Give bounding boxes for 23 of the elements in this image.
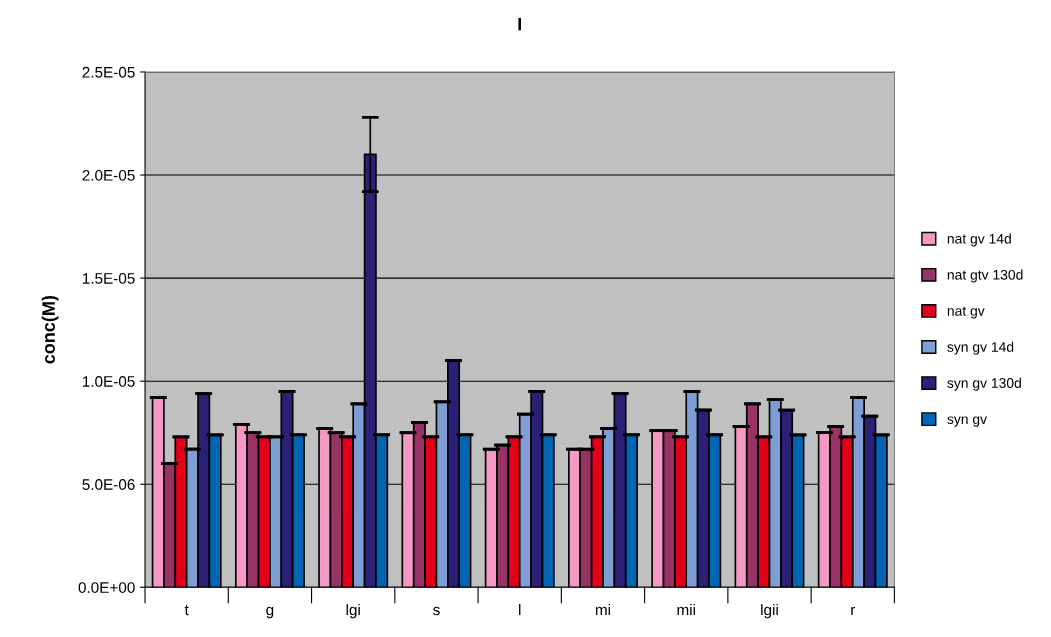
y-tick-label: 2.5E-05 xyxy=(82,66,135,78)
x-tick-label: lgi xyxy=(346,603,360,619)
x-tick-label: lgii xyxy=(761,603,778,619)
y-tick-label: 2.0E-05 xyxy=(82,169,135,181)
x-tick-label: s xyxy=(433,606,440,616)
legend-label: nat gv xyxy=(947,306,985,319)
legend-label: syn gv xyxy=(947,416,987,427)
legend-label: syn gv 14d xyxy=(947,341,1014,355)
legend-label: nat gtv 130d xyxy=(947,269,1023,283)
y-axis-title: conc(M) xyxy=(41,295,59,364)
y-tick-label: 5.0E-06 xyxy=(82,479,135,490)
x-tick-label: t xyxy=(184,605,189,616)
y-tick-label: 1.5E-05 xyxy=(82,272,135,284)
legend-label: nat gv 14d xyxy=(947,233,1011,247)
chart-title: I xyxy=(518,17,522,31)
y-tick-label: 0.0E+00 xyxy=(78,582,135,593)
x-tick-label: mii xyxy=(677,603,695,616)
x-tick-label: g xyxy=(266,606,274,619)
x-tick-label: l xyxy=(519,603,521,616)
x-tick-label: r xyxy=(851,606,856,616)
x-tick-label: mi xyxy=(595,603,611,616)
legend-label: syn gv 130d xyxy=(947,377,1021,391)
y-tick-label: 1.0E-05 xyxy=(82,376,135,387)
